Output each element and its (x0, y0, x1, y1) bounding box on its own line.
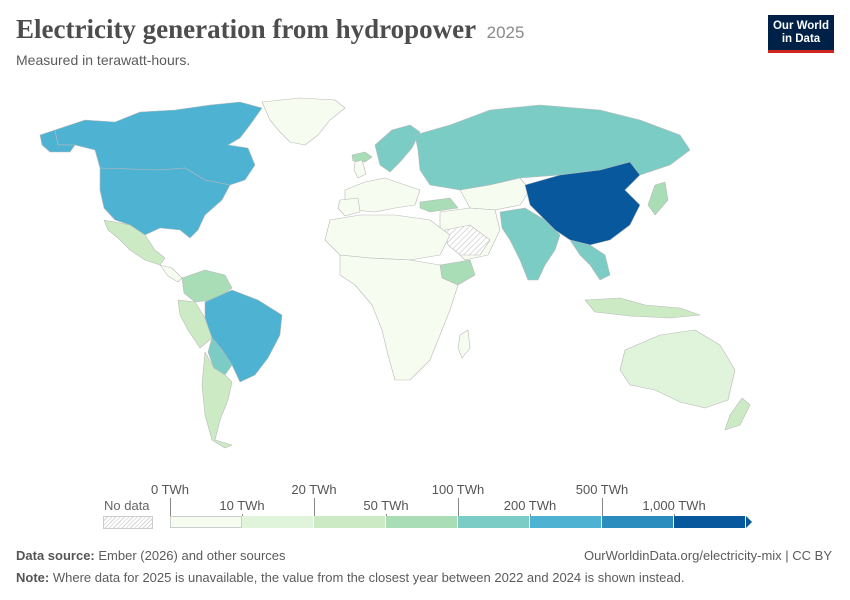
legend-bin[interactable] (242, 516, 314, 528)
legend-bin[interactable] (530, 516, 602, 528)
legend-threshold-label: 200 TWh (503, 498, 557, 513)
legend-tick (458, 498, 459, 516)
legend-bin[interactable] (602, 516, 674, 528)
region-saudi-arabia[interactable] (444, 224, 491, 256)
world-map (39, 97, 751, 449)
note-text: Where data for 2025 is unavailable, the … (52, 570, 685, 585)
legend-threshold-label: 10 TWh (219, 498, 265, 513)
region-indonesia[interactable] (584, 297, 701, 319)
region-north-africa[interactable] (324, 214, 451, 261)
legend-tick (674, 514, 675, 516)
legend-bin[interactable] (458, 516, 530, 528)
region-southeast-asia[interactable] (569, 239, 611, 281)
chart-title-row: Electricity generation from hydropower 2… (16, 14, 524, 45)
region-turkey[interactable] (419, 197, 459, 213)
legend-bin[interactable] (386, 516, 458, 528)
legend-tick (242, 514, 243, 516)
region-new-zealand[interactable] (724, 397, 751, 431)
footer-note: Note: Where data for 2025 is unavailable… (16, 570, 684, 585)
legend-tick (170, 498, 171, 516)
region-united-states[interactable] (99, 167, 231, 239)
legend: No data 0 TWh 10 TWh 20 TWh 50 TWh 100 TWh 20… (0, 480, 850, 540)
region-argentina-chile[interactable] (201, 351, 233, 449)
region-peru[interactable] (177, 299, 213, 349)
region-india[interactable] (499, 207, 561, 281)
legend-threshold-label: 50 TWh (363, 498, 409, 513)
legend-threshold-label: 500 TWh (575, 482, 629, 497)
note-label: Note: (16, 570, 50, 585)
logo-line-2: in Data (781, 33, 821, 45)
region-canada[interactable] (54, 101, 263, 186)
region-japan[interactable] (647, 181, 669, 216)
region-madagascar[interactable] (457, 329, 471, 359)
region-greenland[interactable] (261, 97, 346, 146)
legend-no-data-swatch (103, 516, 153, 529)
legend-bin[interactable] (674, 516, 746, 528)
region-central-america[interactable] (159, 264, 183, 283)
legend-threshold-label: 1,000 TWh (642, 498, 706, 513)
legend-bin[interactable] (314, 516, 386, 528)
legend-threshold-label: 100 TWh (431, 482, 485, 497)
region-uk[interactable] (353, 159, 367, 179)
logo-line-1: Our World (772, 20, 829, 32)
legend-threshold-label: 20 TWh (291, 482, 337, 497)
region-iberia[interactable] (337, 197, 361, 217)
legend-tick (602, 498, 603, 516)
legend-arrow-tip (746, 516, 752, 528)
chart-title: Electricity generation from hydropower (16, 14, 477, 44)
region-iceland[interactable] (351, 151, 373, 163)
chart-year: 2025 (486, 23, 525, 42)
legend-tick (314, 498, 315, 516)
legend-bin[interactable] (170, 516, 242, 528)
region-sub-saharan-africa[interactable] (339, 254, 459, 381)
legend-tick (530, 514, 531, 516)
owid-logo[interactable]: Our World in Data (768, 15, 834, 53)
source-text[interactable]: Ember (2026) and other sources (98, 548, 286, 563)
region-australia[interactable] (619, 329, 736, 409)
region-scandinavia[interactable] (374, 124, 421, 173)
footer-source: Data source: Ember (2026) and other sour… (16, 548, 286, 563)
region-china[interactable] (524, 161, 641, 246)
footer-url[interactable]: OurWorldinData.org/electricity-mix | CC … (583, 548, 832, 563)
legend-tick (386, 514, 387, 516)
source-label: Data source: (16, 548, 95, 563)
legend-no-data-label: No data (104, 498, 150, 513)
chart-subtitle: Measured in terawatt-hours. (16, 52, 191, 68)
region-alaska[interactable] (39, 129, 76, 153)
legend-threshold-label: 0 TWh (150, 482, 190, 497)
